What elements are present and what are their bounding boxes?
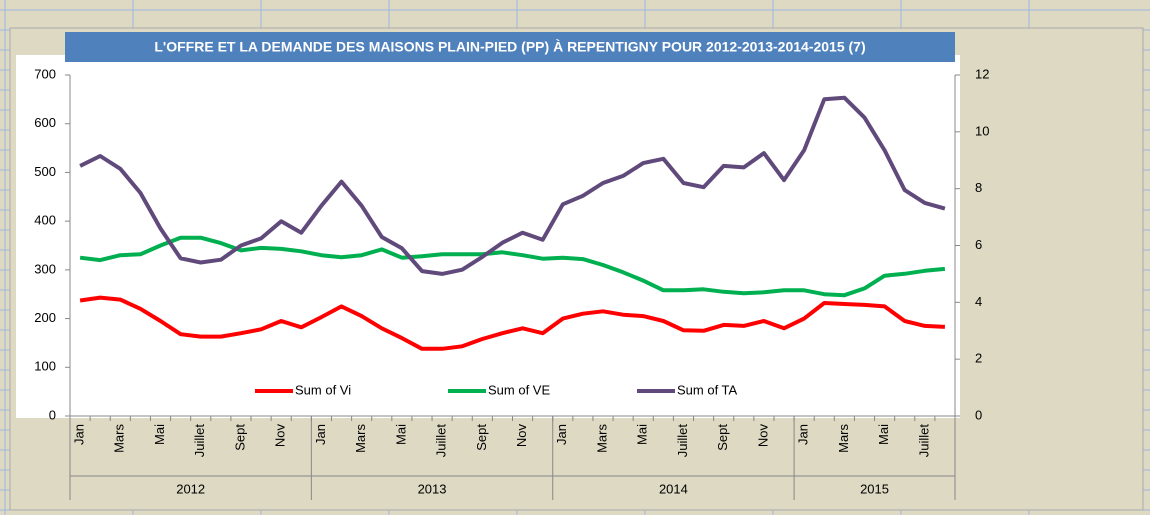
x-tick-label: Jan <box>313 424 328 445</box>
series-line <box>79 95 946 276</box>
y2-tick-label: 6 <box>975 237 982 252</box>
x-tick-label: Sept <box>474 424 489 451</box>
x-tick-label: Mars <box>836 424 851 453</box>
series-line <box>79 295 945 351</box>
x-tick-label: Mars <box>112 424 127 453</box>
x-tick-label: Mai <box>393 424 408 445</box>
chart-title: L'OFFRE ET LA DEMANDE DES MAISONS PLAIN-… <box>154 39 865 55</box>
x-tick-label: Nov <box>273 424 288 448</box>
x-tick-label: Juillet <box>192 424 207 458</box>
group-label: 2013 <box>418 481 447 496</box>
legend-label: Sum of TA <box>677 382 738 397</box>
x-tick-label: Mars <box>594 424 609 453</box>
y2-tick-label: 10 <box>975 123 989 138</box>
group-label: 2015 <box>860 481 889 496</box>
group-label: 2014 <box>659 481 688 496</box>
x-tick-label: Sept <box>232 424 247 451</box>
legend-label: Sum of VE <box>488 382 550 397</box>
x-tick-label: Sept <box>715 424 730 451</box>
x-tick-label: Mars <box>353 424 368 453</box>
x-tick-label: Mai <box>152 424 167 445</box>
x-tick-label: Jan <box>554 424 569 445</box>
y2-tick-label: 4 <box>975 294 982 309</box>
y2-tick-label: 0 <box>975 407 982 422</box>
y-tick-label: 0 <box>49 407 56 422</box>
y-tick-label: 700 <box>34 66 56 81</box>
plot-area <box>16 55 960 418</box>
y-tick-label: 600 <box>34 115 56 130</box>
y-tick-label: 500 <box>34 164 56 179</box>
x-tick-label: Jan <box>71 424 86 445</box>
x-tick-label: Nov <box>514 424 529 448</box>
x-tick-label: Juillet <box>675 424 690 458</box>
legend-label: Sum of Vi <box>295 382 351 397</box>
group-label: 2012 <box>176 481 205 496</box>
y2-tick-label: 12 <box>975 66 989 81</box>
x-tick-label: Jan <box>796 424 811 445</box>
y2-tick-label: 2 <box>975 351 982 366</box>
x-tick-label: Juillet <box>434 424 449 458</box>
x-tick-label: Mai <box>876 424 891 445</box>
y-tick-label: 100 <box>34 359 56 374</box>
y-tick-label: 200 <box>34 310 56 325</box>
x-tick-label: Nov <box>755 424 770 448</box>
x-tick-label: Juillet <box>916 424 931 458</box>
y-tick-label: 300 <box>34 261 56 276</box>
x-tick-label: Mai <box>635 424 650 445</box>
series-line <box>79 235 946 298</box>
y2-tick-label: 8 <box>975 180 982 195</box>
y-tick-label: 400 <box>34 213 56 228</box>
title-box <box>65 32 955 62</box>
